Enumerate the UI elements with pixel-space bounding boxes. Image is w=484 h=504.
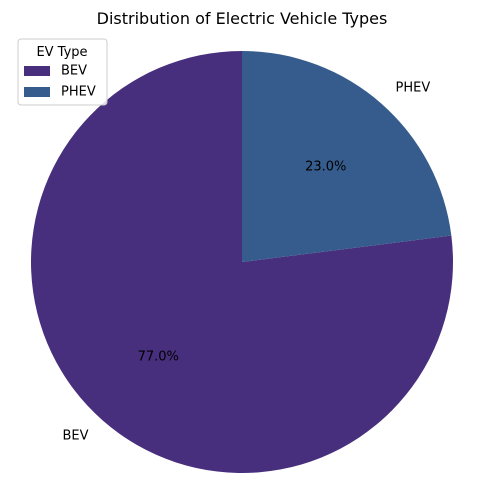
slice-label-bev: BEV bbox=[62, 429, 88, 444]
chart-title: Distribution of Electric Vehicle Types bbox=[97, 9, 388, 28]
pie-slice-bev bbox=[31, 51, 454, 473]
pie-labels: BEV 77.0% PHEV 23.0% bbox=[62, 80, 430, 443]
legend-swatch-bev bbox=[24, 66, 50, 76]
pie-slice-phev bbox=[242, 51, 452, 262]
legend-title: EV Type bbox=[36, 45, 87, 60]
pie-slices bbox=[31, 51, 454, 473]
slice-label-phev: PHEV bbox=[395, 80, 430, 95]
legend-swatch-phev bbox=[24, 87, 50, 97]
slice-percent-phev: 23.0% bbox=[305, 160, 346, 175]
legend-label-phev: PHEV bbox=[61, 85, 96, 100]
slice-percent-bev: 77.0% bbox=[138, 349, 179, 364]
legend: EV Type BEV PHEV bbox=[17, 38, 108, 106]
legend-label-bev: BEV bbox=[61, 64, 87, 79]
